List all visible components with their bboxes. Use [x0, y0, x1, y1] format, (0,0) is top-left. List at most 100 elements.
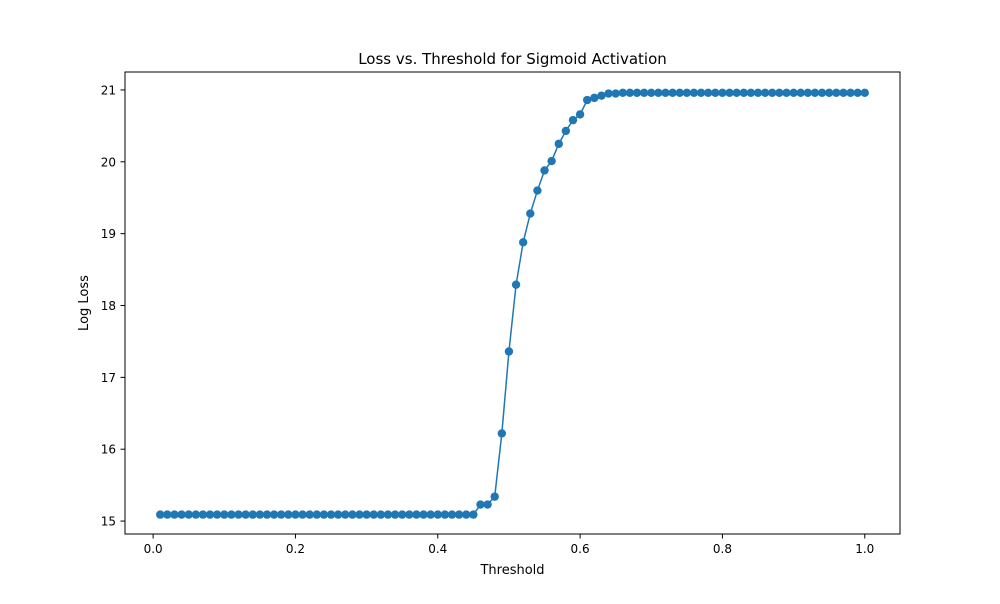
data-point: [540, 166, 549, 175]
y-tick-label: 17: [101, 371, 116, 385]
data-point: [312, 510, 321, 519]
data-point: [789, 88, 798, 98]
data-point: [212, 510, 222, 519]
data-point: [376, 510, 386, 519]
data-point: [156, 510, 165, 519]
data-point: [547, 156, 556, 166]
data-point: [348, 510, 357, 519]
data-point: [689, 88, 699, 98]
data-point: [817, 88, 827, 98]
y-tick-label: 18: [101, 299, 116, 313]
data-point: [725, 88, 734, 98]
data-point: [575, 110, 585, 119]
x-tick-label: 0.2: [286, 542, 305, 556]
data-point: [554, 139, 563, 149]
data-point: [170, 510, 179, 519]
data-point: [647, 88, 656, 98]
data-point: [718, 88, 727, 98]
data-point: [490, 492, 499, 501]
data-point: [590, 93, 599, 103]
data-point: [426, 510, 435, 519]
data-point: [511, 280, 521, 289]
data-point: [604, 89, 613, 98]
data-point: [654, 88, 663, 98]
y-tick-label: 16: [101, 443, 116, 457]
data-point: [696, 88, 706, 98]
x-axis-label: Threshold: [479, 563, 544, 578]
data-point: [462, 510, 471, 519]
data-point: [433, 510, 442, 519]
data-point: [853, 88, 862, 98]
data-point: [205, 510, 215, 519]
data-point: [369, 510, 378, 519]
data-point: [796, 88, 805, 98]
x-tick-label: 1.0: [855, 542, 874, 556]
data-point: [782, 88, 791, 98]
data-point: [639, 88, 649, 98]
data-point: [704, 88, 713, 98]
data-point: [860, 88, 869, 98]
data-point: [583, 95, 592, 105]
data-point: [682, 88, 692, 98]
data-point: [177, 510, 186, 519]
data-point: [355, 510, 364, 519]
data-point: [732, 88, 741, 98]
data-point: [269, 510, 279, 519]
data-point: [440, 510, 450, 519]
data-point: [632, 88, 642, 98]
data-point: [675, 88, 684, 98]
data-point: [661, 88, 670, 98]
x-tick-label: 0.6: [571, 542, 590, 556]
y-tick-label: 19: [101, 227, 116, 241]
data-point: [277, 510, 286, 519]
data-point: [561, 126, 571, 136]
data-point: [753, 88, 763, 98]
data-point: [832, 88, 841, 98]
y-tick-label: 21: [101, 83, 116, 97]
data-point: [227, 510, 236, 519]
data-point: [739, 88, 748, 98]
y-axis: 15 16 17 18 19 20 21: [101, 83, 125, 529]
data-point: [262, 510, 272, 519]
data-point: [255, 510, 265, 519]
data-point: [568, 115, 578, 125]
data-point: [711, 88, 720, 98]
data-point: [611, 89, 620, 98]
data-point: [333, 510, 343, 519]
data-point: [184, 510, 193, 519]
data-point: [163, 510, 172, 519]
data-point: [824, 88, 834, 98]
x-axis: 0.0 0.2 0.4 0.6 0.8 1.0: [144, 534, 874, 556]
data-point: [447, 510, 457, 519]
data-point: [412, 510, 421, 519]
x-tick-label: 0.8: [713, 542, 732, 556]
data-point: [234, 510, 243, 519]
data-point: [839, 88, 848, 98]
data-point: [319, 510, 329, 519]
data-point: [803, 88, 813, 98]
data-point: [469, 510, 478, 519]
data-point: [390, 510, 400, 519]
data-point: [518, 238, 528, 247]
data-point: [248, 510, 257, 519]
data-point: [326, 510, 336, 519]
data-point: [846, 88, 855, 98]
data-point: [397, 510, 407, 519]
data-point: [284, 510, 293, 519]
data-point: [419, 510, 428, 519]
plot-area: [156, 88, 869, 519]
data-point: [618, 88, 628, 98]
data-point: [298, 510, 307, 519]
data-point: [362, 510, 371, 519]
data-point: [760, 88, 770, 98]
data-point: [341, 510, 350, 519]
data-point: [483, 500, 492, 509]
data-point: [746, 88, 756, 98]
x-tick-label: 0.4: [428, 542, 447, 556]
data-point: [533, 186, 542, 195]
data-point: [526, 209, 535, 218]
data-point: [191, 510, 201, 519]
